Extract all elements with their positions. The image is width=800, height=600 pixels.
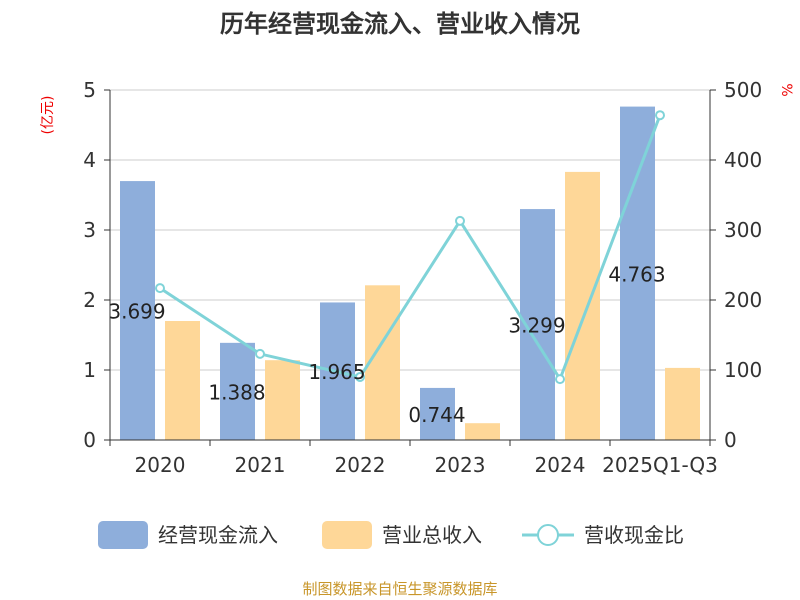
bar-revenue <box>465 423 500 440</box>
bar-cash-inflow <box>620 106 655 440</box>
legend-marker <box>537 524 559 546</box>
data-label: 4.763 <box>608 262 665 286</box>
right-tick-label: 200 <box>724 288 762 312</box>
line-point <box>555 374 565 385</box>
x-tick-label: 2022 <box>335 453 386 477</box>
bar-cash-inflow <box>120 181 155 440</box>
legend-swatch-revenue <box>322 521 372 549</box>
data-label: 3.699 <box>108 300 165 324</box>
bar-revenue <box>665 367 700 440</box>
data-label: 3.299 <box>508 314 565 338</box>
x-tick-label: 2025Q1-Q3 <box>602 453 718 477</box>
line-point <box>455 215 465 226</box>
bar-cash-inflow <box>220 342 255 440</box>
right-tick-label: 500 <box>724 78 762 102</box>
x-tick-label: 2023 <box>435 453 486 477</box>
left-tick-label: 0 <box>83 428 96 452</box>
right-tick-label: 100 <box>724 358 762 382</box>
right-axis-label: % <box>778 83 794 96</box>
right-tick-label: 0 <box>724 428 737 452</box>
line-point <box>655 110 665 121</box>
x-tick-label: 2021 <box>235 453 286 477</box>
legend-swatch-cash-inflow <box>98 521 148 549</box>
left-tick-label: 3 <box>83 218 96 242</box>
legend-label: 经营现金流入 <box>158 523 278 547</box>
source-note: 制图数据来自恒生聚源数据库 <box>302 580 497 598</box>
data-label: 0.744 <box>408 403 465 427</box>
left-tick-label: 1 <box>83 358 96 382</box>
x-tick-label: 2024 <box>535 453 586 477</box>
bar-revenue <box>165 321 200 440</box>
right-tick-label: 400 <box>724 148 762 172</box>
line-point <box>355 372 365 382</box>
line-point <box>255 348 265 359</box>
bar-cash-inflow <box>420 387 455 440</box>
bar-revenue <box>265 360 300 440</box>
left-tick-label: 4 <box>83 148 96 172</box>
legend: 经营现金流入 营业总收入 营收现金比 <box>98 521 684 549</box>
data-label: 1.388 <box>208 380 265 404</box>
legend-label: 营收现金比 <box>584 523 684 547</box>
x-tick-label: 2020 <box>135 453 186 477</box>
bar-revenue <box>565 171 600 440</box>
legend-label: 营业总收入 <box>382 523 482 547</box>
left-axis-label: (亿元) <box>40 96 56 135</box>
data-label: 1.965 <box>308 360 365 384</box>
chart-title: 历年经营现金流入、营业收入情况 <box>220 10 580 38</box>
line-cash-ratio <box>159 114 662 383</box>
line-point <box>155 283 165 294</box>
right-tick-label: 300 <box>724 218 762 242</box>
left-tick-label: 2 <box>83 288 96 312</box>
left-tick-label: 5 <box>83 78 96 102</box>
